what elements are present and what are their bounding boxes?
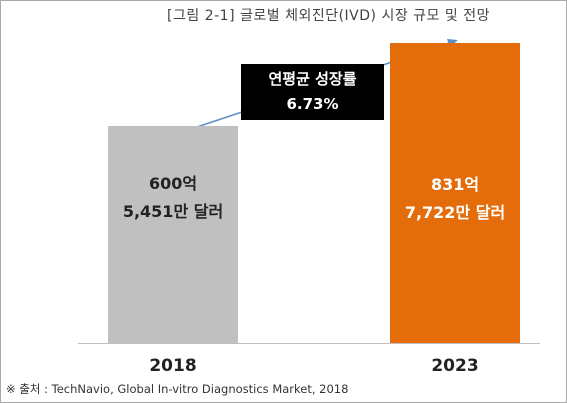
bar-2023: 831억 7,722만 달러 — [390, 43, 520, 343]
bar-2018: 600억 5,451만 달러 — [108, 126, 238, 343]
bar-2023-value-krw: 831억 — [430, 175, 480, 194]
x-tick-2023: 2023 — [431, 356, 479, 376]
growth-rate-value: 6.73% — [286, 95, 339, 113]
growth-rate-label: 연평균 성장률 — [268, 70, 357, 88]
bar-2018-label: 600억 5,451만 달러 — [108, 170, 238, 226]
source-note: ※ 출처 : TechNavio, Global In-vitro Diagno… — [6, 382, 349, 396]
bar-2018-value-krw: 600억 — [148, 174, 198, 193]
bar-2023-value-usd: 7,722만 달러 — [404, 203, 506, 222]
bar-2023-label: 831억 7,722만 달러 — [390, 171, 520, 227]
growth-rate-callout: 연평균 성장률 6.73% — [241, 64, 384, 120]
x-axis-baseline — [78, 343, 540, 344]
bar-2018-value-usd: 5,451만 달러 — [122, 202, 224, 221]
chart-title: [그림 2-1] 글로벌 체외진단(IVD) 시장 규모 및 전망 — [167, 8, 490, 24]
x-tick-2018: 2018 — [149, 356, 197, 376]
